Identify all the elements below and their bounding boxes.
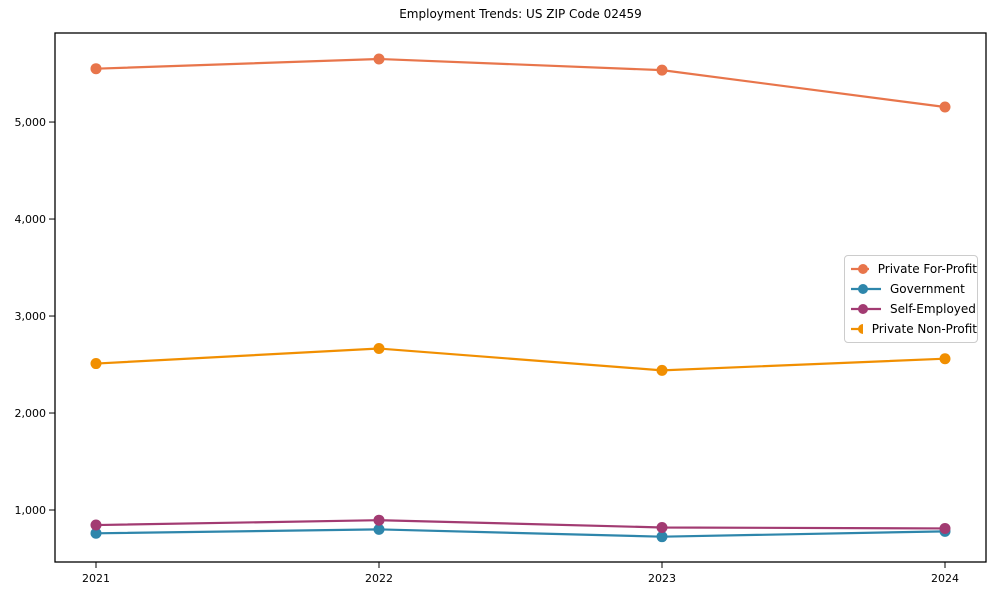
legend-label: Private Non-Profit — [871, 322, 977, 336]
data-point-private-for-profit-2023 — [656, 64, 668, 76]
series-line-private-for-profit — [95, 57, 946, 109]
legend-label: Government — [890, 282, 965, 296]
data-point-private-non-profit-2022 — [373, 343, 385, 355]
data-point-self-employed-2024 — [939, 522, 951, 534]
series-line-private-non-profit — [95, 347, 946, 372]
data-point-private-non-profit-2023 — [656, 364, 668, 376]
legend-label: Self-Employed — [890, 302, 976, 316]
data-point-self-employed-2021 — [90, 519, 102, 531]
data-point-government-2023 — [656, 531, 668, 543]
legend-item-private-for-profit: Private For-Profit — [845, 259, 977, 279]
legend-label: Private For-Profit — [877, 262, 977, 276]
y-axis-tick-label: 1,000 — [15, 504, 47, 517]
series-line-government — [95, 528, 946, 538]
y-axis-tick-label: 5,000 — [15, 116, 47, 129]
data-point-self-employed-2023 — [656, 521, 668, 533]
data-point-self-employed-2022 — [373, 514, 385, 526]
legend-swatch-government — [851, 284, 881, 294]
legend-swatch-private-for-profit — [851, 264, 869, 274]
data-point-private-for-profit-2024 — [939, 101, 951, 113]
legend-item-government: Government — [845, 279, 977, 299]
data-point-government-2022 — [373, 523, 385, 535]
y-axis-tick-label: 2,000 — [15, 407, 47, 420]
chart-title: Employment Trends: US ZIP Code 02459 — [399, 7, 642, 21]
legend-item-self-employed: Self-Employed — [845, 299, 977, 319]
legend-swatch-self-employed — [851, 304, 881, 314]
data-point-private-non-profit-2021 — [90, 358, 102, 370]
legend-swatch-private-non-profit — [851, 324, 863, 334]
x-axis-tick-label: 2021 — [82, 572, 110, 585]
x-axis-tick-label: 2022 — [365, 572, 393, 585]
data-point-private-non-profit-2024 — [939, 353, 951, 365]
legend-item-private-non-profit: Private Non-Profit — [845, 319, 977, 339]
data-point-private-for-profit-2022 — [373, 53, 385, 65]
series-line-self-employed — [95, 519, 946, 530]
data-point-government-2021 — [90, 527, 102, 539]
x-axis-tick-label: 2024 — [931, 572, 959, 585]
x-axis-tick-label: 2023 — [648, 572, 676, 585]
data-point-private-for-profit-2021 — [90, 63, 102, 75]
axes-frame — [54, 32, 987, 563]
legend: Private For-Profit Government Self-Employe… — [844, 255, 978, 343]
y-axis-tick-label: 4,000 — [15, 213, 47, 226]
y-axis-tick-label: 3,000 — [15, 310, 47, 323]
